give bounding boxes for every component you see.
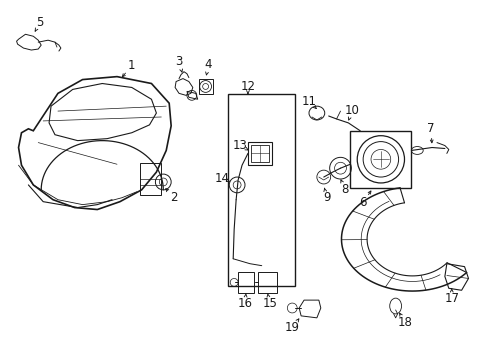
Bar xyxy=(140,163,161,195)
Text: 3: 3 xyxy=(175,55,183,68)
Bar xyxy=(228,94,295,286)
Text: 2: 2 xyxy=(171,191,178,204)
Bar xyxy=(350,131,412,188)
Bar xyxy=(248,141,271,165)
Text: 8: 8 xyxy=(342,183,349,196)
Bar xyxy=(199,78,213,94)
Text: 6: 6 xyxy=(359,196,367,209)
Text: 12: 12 xyxy=(241,80,255,93)
Text: 5: 5 xyxy=(37,16,44,29)
Text: 19: 19 xyxy=(285,321,300,334)
Text: 16: 16 xyxy=(238,297,252,310)
Text: 4: 4 xyxy=(205,58,212,71)
Bar xyxy=(251,145,269,162)
Text: 7: 7 xyxy=(427,122,435,135)
Text: 17: 17 xyxy=(444,292,459,305)
Text: 1: 1 xyxy=(128,59,136,72)
Text: 9: 9 xyxy=(323,191,330,204)
Text: 15: 15 xyxy=(262,297,277,310)
Bar xyxy=(258,271,277,293)
Text: 11: 11 xyxy=(301,95,317,108)
Text: 13: 13 xyxy=(233,139,247,152)
Text: 18: 18 xyxy=(398,316,413,329)
Text: 14: 14 xyxy=(215,171,230,185)
Bar xyxy=(238,271,254,293)
Text: 10: 10 xyxy=(345,104,360,117)
